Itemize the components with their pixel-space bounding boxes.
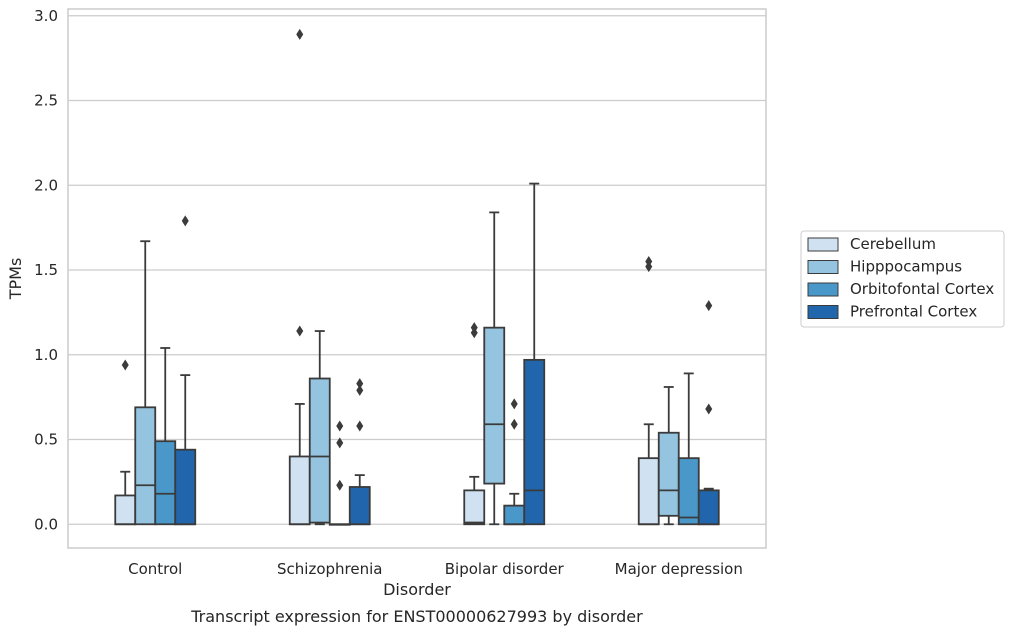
box [697,489,720,526]
legend-frame [800,230,1005,328]
outlier-point [705,300,713,312]
outlier-point [470,322,478,334]
box [174,448,197,526]
box [463,489,486,526]
legend-label: Cerebellum [850,235,936,253]
legend-swatch [807,260,839,274]
legend-label: Hipppocampus [850,258,962,276]
outlier-point [336,420,344,432]
box [483,326,506,485]
box [657,431,680,517]
outlier-point [356,384,364,396]
box [308,377,331,524]
y-gridlines [68,15,766,525]
box [114,494,137,526]
y-tick-label: 2.5 [34,92,58,110]
y-tick-label: 3.0 [34,7,58,25]
legend-swatch [807,282,839,297]
box [348,486,371,526]
x-tick-label: Control [128,560,182,578]
box [154,440,177,526]
outlier-point [181,215,189,227]
y-tick-label: 0.5 [34,431,58,449]
y-tick-label: 1.0 [34,346,58,364]
y-tick-label: 2.0 [34,176,58,194]
box [677,457,700,526]
y-axis-label: TPMs [6,258,25,301]
outlier-point [296,325,304,337]
box-group [463,182,546,526]
legend-label: Orbitofontal Cortex [850,280,994,298]
box [134,406,157,526]
outlier-point [356,378,364,390]
outlier-point [645,256,653,268]
legend-swatch [807,237,839,252]
plot-frame [67,8,767,549]
box [503,504,526,526]
legend-label: Prefrontal Cortex [850,303,977,321]
x-axis-label: Disorder [383,580,451,599]
outlier-point [336,437,344,449]
y-tick-labels: 0.0 0.5 1.0 1.5 2.0 2.5 3.0 [34,7,58,533]
legend: Cerebellum Hipppocampus Orbitofontal Corte… [800,230,1005,328]
box-group [114,215,197,526]
outlier-point [121,359,129,371]
x-tick-label: Schizophrenia [277,560,382,578]
box-groups [114,28,720,526]
x-tick-label: Bipolar disorder [445,560,565,578]
outlier-point [296,28,304,40]
chart-caption: Transcript expression for ENST0000062799… [190,607,643,626]
outlier-point [356,420,364,432]
x-tick-labels: Control Schizophrenia Bipolar disorder Majo… [128,560,743,578]
box [637,457,660,526]
legend-swatch [807,305,839,319]
y-tick-label: 0.0 [34,515,58,533]
outlier-point [510,418,518,430]
box-group [288,28,371,526]
x-tick-label: Major depression [615,560,743,578]
outlier-point [336,479,344,491]
box-group [637,256,720,526]
box [288,455,311,526]
outlier-point [510,398,518,410]
y-tick-label: 1.5 [34,261,58,279]
outlier-point [705,403,713,415]
box [523,358,546,526]
